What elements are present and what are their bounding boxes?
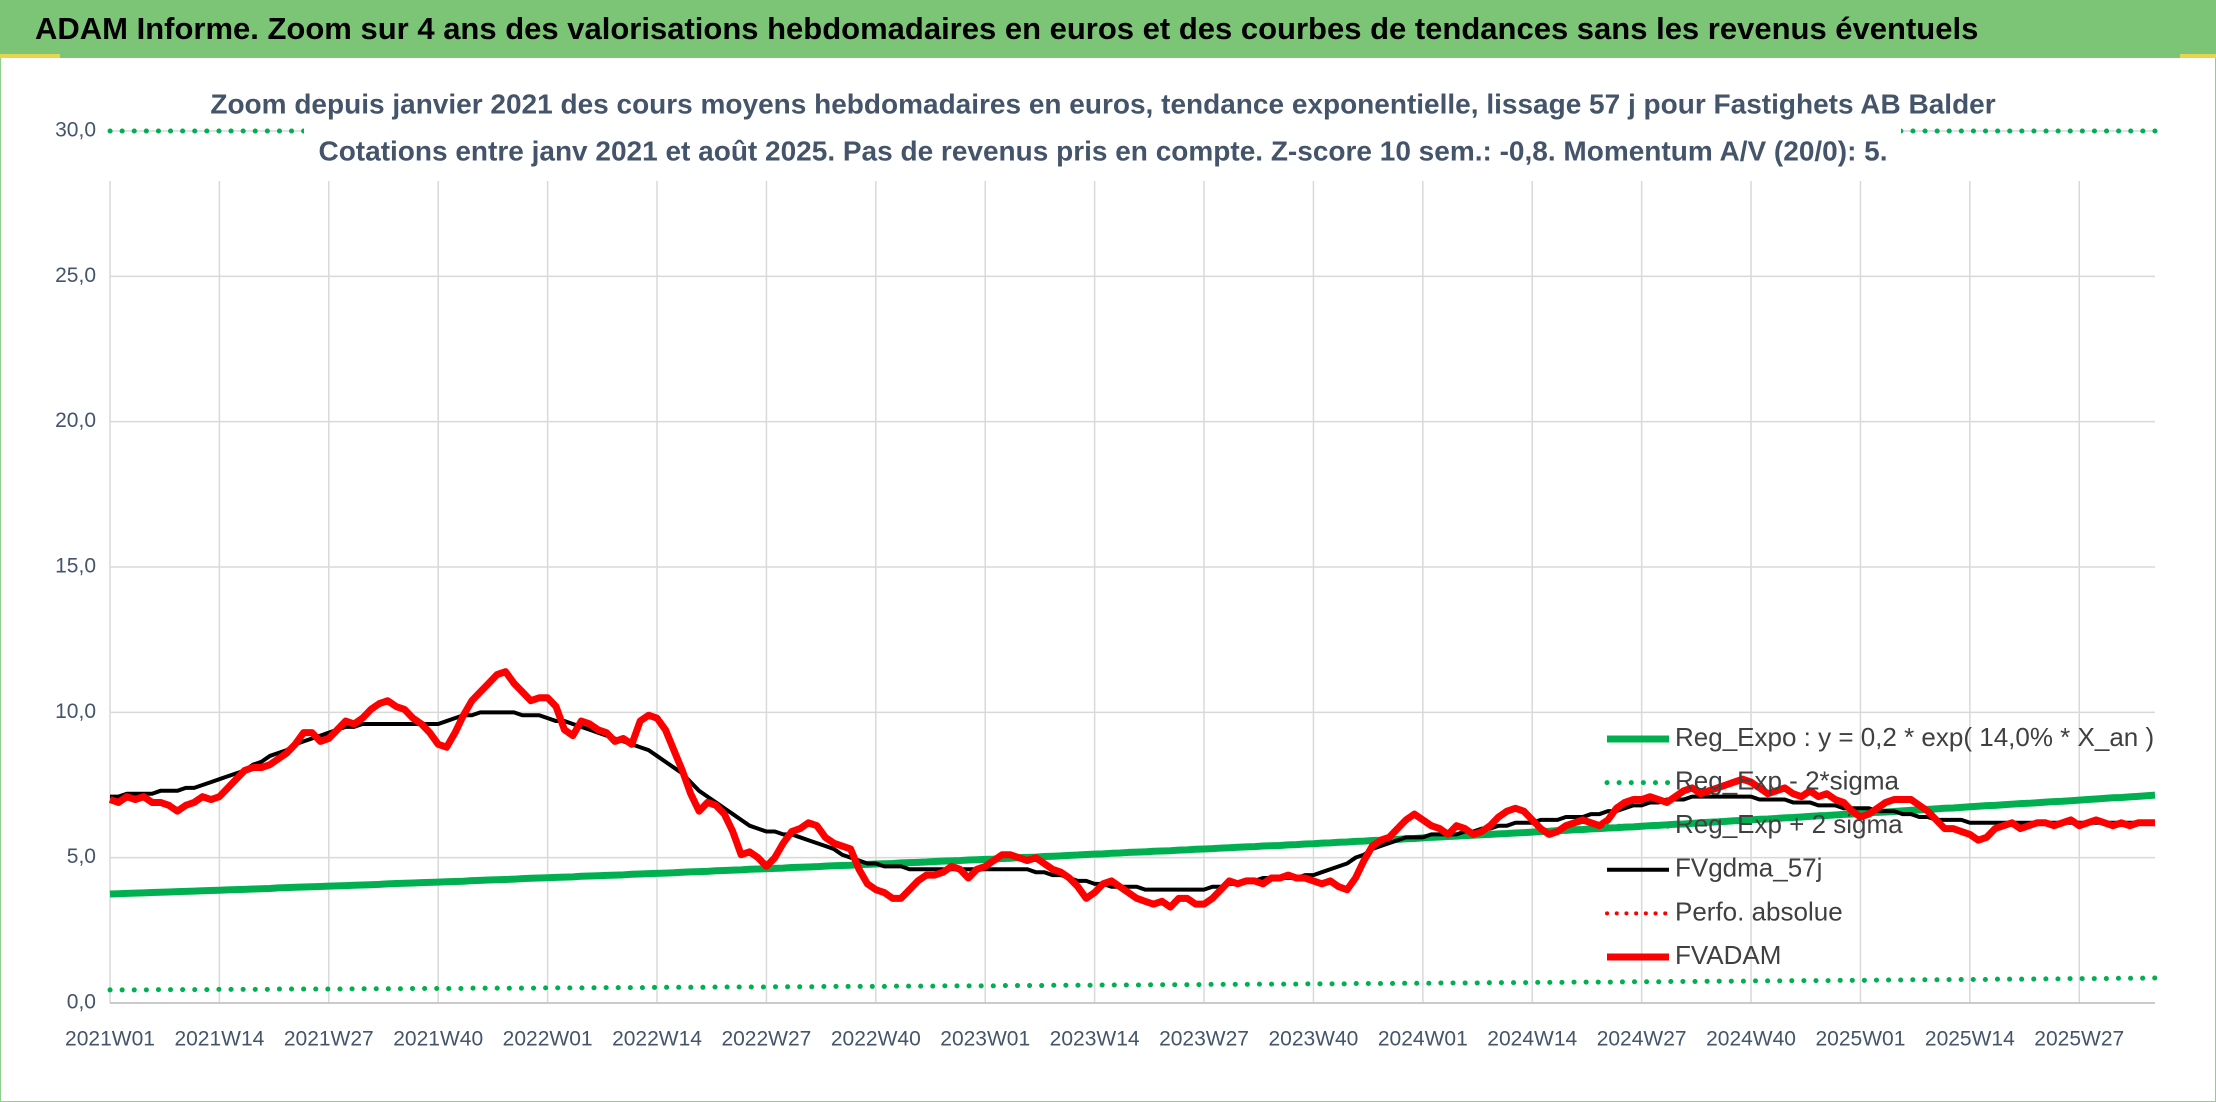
y-tick-label: 20,0 — [55, 409, 96, 432]
legend-label: FVgdma_57j — [1675, 853, 1822, 883]
y-tick-label: 25,0 — [55, 264, 96, 287]
header-band — [0, 0, 2216, 58]
x-tick-label: 2023W27 — [1159, 1028, 1249, 1051]
y-tick-label: 5,0 — [67, 845, 96, 868]
y-tick-label: 10,0 — [55, 700, 96, 723]
series-line — [110, 710, 2155, 892]
x-tick-label: 2024W14 — [1487, 1028, 1577, 1051]
header-title: ADAM Informe. Zoom sur 4 ans des valoris… — [35, 11, 1978, 46]
x-tick-label: 2023W14 — [1050, 1028, 1140, 1051]
x-tick-label: 2025W14 — [1925, 1028, 2015, 1051]
x-tick-label: 2021W40 — [393, 1028, 483, 1051]
plot-area: 0,0 5,0 10,0 15,0 20,0 25,0 30,0 2021W01 2021W14… — [55, 119, 2158, 1051]
x-tick-label: 2022W01 — [503, 1028, 593, 1051]
title-box — [304, 82, 1901, 178]
y-tick-label: 0,0 — [67, 991, 96, 1014]
x-tick-label: 2021W14 — [174, 1028, 264, 1051]
y-tick-label: 15,0 — [55, 555, 96, 578]
series-line — [109, 791, 2156, 898]
x-tick-label: 2022W14 — [612, 1028, 702, 1051]
x-tick-label: 2021W01 — [65, 1028, 155, 1051]
x-tick-label: 2023W01 — [940, 1028, 1030, 1051]
legend-label: Reg_Exp - 2*sigma — [1675, 765, 1900, 795]
x-tick-label: 2024W27 — [1597, 1028, 1687, 1051]
x-tick-label: 2021W27 — [284, 1028, 374, 1051]
x-tick-label: 2022W40 — [831, 1028, 921, 1051]
legend-label: Reg_Exp + 2 sigma — [1675, 809, 1903, 839]
y-tick-label: 30,0 — [55, 119, 96, 142]
series-line — [108, 668, 2155, 911]
x-tick-label: 2024W01 — [1378, 1028, 1468, 1051]
header-accent — [0, 54, 60, 58]
series-line — [107, 975, 2158, 993]
chart-title: Zoom depuis janvier 2021 des cours moyen… — [210, 88, 1995, 119]
x-tick-label: 2025W27 — [2034, 1028, 2124, 1051]
legend-label: Reg_Expo : y = 0,2 * exp( 14,0% * X_an ) — [1675, 722, 2154, 752]
x-tick-label: 2025W01 — [1815, 1028, 1905, 1051]
legend-label: Perfo. absolue — [1675, 896, 1843, 926]
legend: Reg_Expo : y = 0,2 * exp( 14,0% * X_an )… — [1604, 722, 2154, 970]
x-tick-label: 2022W27 — [721, 1028, 811, 1051]
x-tick-label: 2024W40 — [1706, 1028, 1796, 1051]
header-accent — [2180, 54, 2216, 58]
x-tick-label: 2023W40 — [1268, 1028, 1358, 1051]
legend-label: FVADAM — [1675, 940, 1781, 970]
chart-subtitle: Cotations entre janv 2021 et août 2025. … — [318, 135, 1887, 166]
